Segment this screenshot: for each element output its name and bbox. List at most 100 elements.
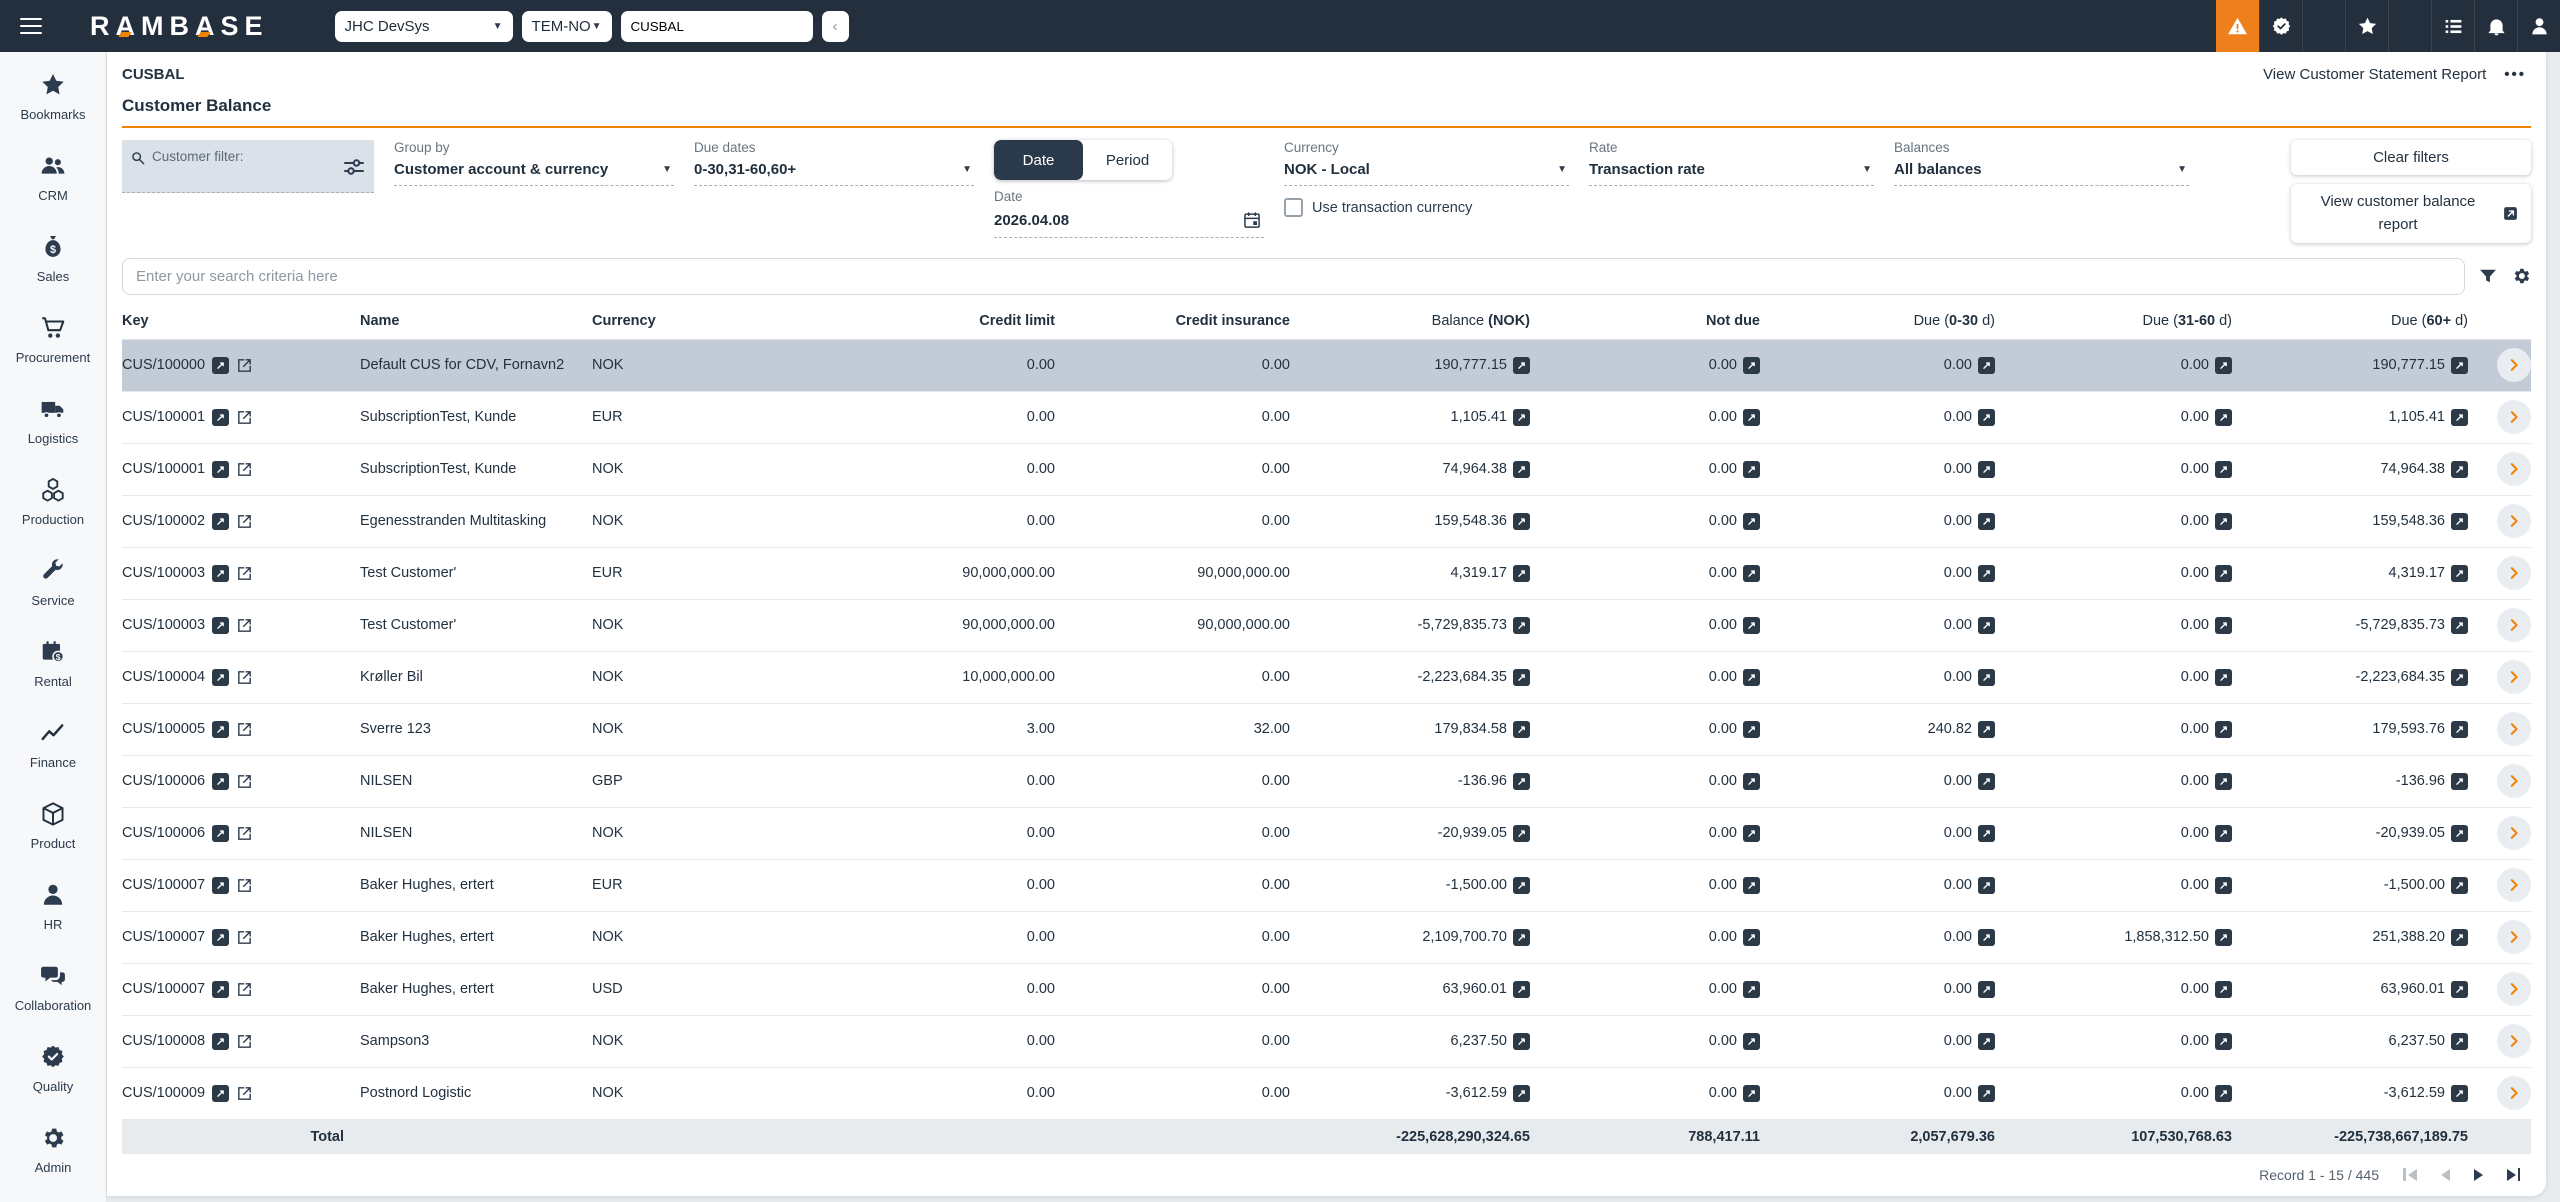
customer-key[interactable]: CUS/100005 [122,721,205,737]
certificate-icon[interactable] [2259,0,2302,52]
customer-key[interactable]: CUS/100008 [122,1033,205,1049]
external-link-icon[interactable] [236,669,253,686]
drilldown-icon[interactable]: ↗ [1978,669,1995,686]
external-link-icon[interactable] [236,877,253,894]
previous-page-button[interactable] [2441,1169,2450,1181]
drilldown-icon[interactable]: ↗ [1978,513,1995,530]
customer-filter-box[interactable]: Customer filter: [122,140,374,193]
customer-key[interactable]: CUS/100007 [122,877,205,893]
drilldown-icon[interactable]: ↗ [1978,825,1995,842]
sidebar-item-crm[interactable]: CRM [0,135,106,216]
drilldown-icon[interactable]: ↗ [2451,877,2468,894]
sidebar-item-sales[interactable]: $Sales [0,216,106,297]
drilldown-icon[interactable]: ↗ [1513,357,1530,374]
table-row[interactable]: CUS/100009↗Postnord LogisticNOK0.000.00-… [122,1068,2531,1120]
drilldown-icon[interactable]: ↗ [1513,721,1530,738]
drilldown-icon[interactable]: ↗ [2215,773,2232,790]
drilldown-icon[interactable]: ↗ [2451,565,2468,582]
more-menu-icon[interactable]: ••• [2504,66,2526,83]
drilldown-icon[interactable]: ↗ [1513,981,1530,998]
drilldown-icon[interactable]: ↗ [2451,617,2468,634]
drilldown-icon[interactable]: ↗ [2451,513,2468,530]
view-customer-balance-report-button[interactable]: View customer balance report [2291,184,2531,243]
filter-funnel-icon[interactable] [2478,266,2498,286]
search-input[interactable] [122,258,2465,295]
toggle-option-period[interactable]: Period [1083,140,1172,180]
drilldown-icon[interactable]: ↗ [1978,929,1995,946]
drilldown-icon[interactable]: ↗ [1743,929,1760,946]
table-row[interactable]: CUS/100006↗NILSENGBP0.000.00-136.96↗0.00… [122,756,2531,808]
sidebar-item-rental[interactable]: $Rental [0,621,106,702]
drilldown-icon[interactable]: ↗ [1513,409,1530,426]
drilldown-icon[interactable]: ↗ [212,409,229,426]
drilldown-icon[interactable]: ↗ [2215,825,2232,842]
customer-key[interactable]: CUS/100009 [122,1085,205,1101]
drilldown-icon[interactable]: ↗ [1513,1033,1530,1050]
external-link-icon[interactable] [236,357,253,374]
drilldown-icon[interactable]: ↗ [1743,773,1760,790]
external-link-icon[interactable] [236,981,253,998]
drilldown-icon[interactable]: ↗ [1978,981,1995,998]
drilldown-icon[interactable]: ↗ [1743,617,1760,634]
external-link-icon[interactable] [236,565,253,582]
user-icon[interactable] [2517,0,2560,52]
drilldown-icon[interactable]: ↗ [1978,565,1995,582]
external-link-icon[interactable] [236,825,253,842]
drilldown-icon[interactable]: ↗ [1743,981,1760,998]
row-expand-chevron[interactable] [2497,868,2531,902]
drilldown-icon[interactable]: ↗ [2215,877,2232,894]
column-header[interactable]: Credit limit [979,313,1055,329]
drilldown-icon[interactable]: ↗ [1978,877,1995,894]
sidebar-item-bookmarks[interactable]: Bookmarks [0,54,106,135]
sidebar-item-product[interactable]: Product [0,783,106,864]
drilldown-icon[interactable]: ↗ [1513,565,1530,582]
date-input[interactable]: 2026.04.08 [994,206,1264,238]
toggle-option-date[interactable]: Date [994,140,1083,180]
drilldown-icon[interactable]: ↗ [1513,825,1530,842]
drilldown-icon[interactable]: ↗ [212,513,229,530]
drilldown-icon[interactable]: ↗ [2215,1033,2232,1050]
drilldown-icon[interactable]: ↗ [1743,461,1760,478]
customer-key[interactable]: CUS/100006 [122,825,205,841]
drilldown-icon[interactable]: ↗ [1513,513,1530,530]
drilldown-icon[interactable]: ↗ [1513,773,1530,790]
drilldown-icon[interactable]: ↗ [212,721,229,738]
drilldown-icon[interactable]: ↗ [2451,357,2468,374]
drilldown-icon[interactable]: ↗ [212,877,229,894]
table-settings-gear-icon[interactable] [2511,266,2531,286]
column-header[interactable]: Currency [592,313,820,329]
sidebar-item-production[interactable]: Production [0,459,106,540]
column-header[interactable]: Not due [1706,313,1760,329]
use-transaction-currency-checkbox[interactable] [1284,198,1303,217]
sidebar-item-logistics[interactable]: Logistics [0,378,106,459]
external-link-icon[interactable] [236,461,253,478]
drilldown-icon[interactable]: ↗ [212,461,229,478]
view-customer-statement-report-link[interactable]: View Customer Statement Report [2263,66,2486,83]
drilldown-icon[interactable]: ↗ [2215,513,2232,530]
row-expand-chevron[interactable] [2497,972,2531,1006]
next-page-button[interactable] [2474,1169,2483,1181]
external-link-icon[interactable] [236,617,253,634]
drilldown-icon[interactable]: ↗ [212,981,229,998]
row-expand-chevron[interactable] [2497,764,2531,798]
drilldown-icon[interactable]: ↗ [2451,929,2468,946]
drilldown-icon[interactable]: ↗ [1513,1085,1530,1102]
hamburger-menu-icon[interactable] [20,18,46,34]
table-row[interactable]: CUS/100000↗Default CUS for CDV, Fornavn2… [122,340,2531,392]
attachments-icon[interactable] [2388,0,2431,52]
drilldown-icon[interactable]: ↗ [2215,461,2232,478]
row-expand-chevron[interactable] [2497,556,2531,590]
column-header[interactable]: Due (31-60 d) [2143,313,2232,329]
drilldown-icon[interactable]: ↗ [1513,617,1530,634]
drilldown-icon[interactable]: ↗ [2215,617,2232,634]
drilldown-icon[interactable]: ↗ [2451,721,2468,738]
customer-key[interactable]: CUS/100007 [122,981,205,997]
system-select[interactable]: JHC DevSys [335,11,513,42]
drilldown-icon[interactable]: ↗ [1978,773,1995,790]
drilldown-icon[interactable]: ↗ [1978,617,1995,634]
drilldown-icon[interactable]: ↗ [2215,1085,2232,1102]
column-header[interactable]: Due (60+ d) [2391,313,2468,329]
help-icon[interactable]: ? [2302,0,2345,52]
column-header[interactable]: Due (0-30 d) [1914,313,1995,329]
row-expand-chevron[interactable] [2497,816,2531,850]
